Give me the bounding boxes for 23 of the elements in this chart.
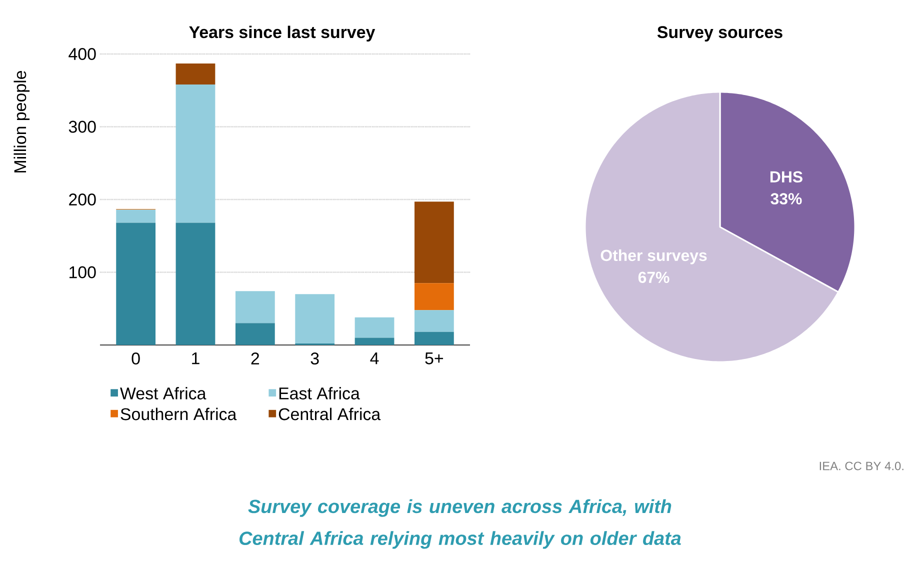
x-tick-label: 5+ bbox=[425, 352, 444, 364]
slice-label: Other surveys bbox=[600, 249, 707, 264]
text: IEA. CC BY 4.0. bbox=[820, 462, 904, 470]
legend-label: Central Africa bbox=[278, 408, 381, 420]
chart-title: Survey sources bbox=[657, 26, 782, 42]
legend-label: East Africa bbox=[279, 387, 360, 400]
y-tick-label: 200 bbox=[69, 194, 96, 206]
x-tick-label: 3 bbox=[310, 352, 319, 365]
y-tick-label: 400 bbox=[68, 48, 96, 60]
x-tick-label: 1 bbox=[192, 352, 200, 364]
y-tick-label: 100 bbox=[70, 266, 96, 278]
data-label: 67% bbox=[638, 272, 670, 283]
slice-label: DHS bbox=[770, 171, 802, 182]
x-tick-label: 0 bbox=[132, 352, 140, 365]
x-tick-label: 2 bbox=[251, 352, 260, 364]
y-tick-label: 300 bbox=[68, 120, 96, 133]
legend-label: Southern Africa bbox=[120, 408, 237, 420]
x-tick-label: 4 bbox=[370, 352, 379, 364]
legend-label: West Africa bbox=[120, 387, 206, 400]
y-axis-title: Million people bbox=[14, 71, 30, 172]
chart-title: Years since last survey bbox=[189, 26, 376, 42]
text: Survey coverage is uneven across Africa, with Central Africa relying most heavily on older data bbox=[240, 499, 681, 549]
data-label: 33% bbox=[770, 193, 802, 204]
